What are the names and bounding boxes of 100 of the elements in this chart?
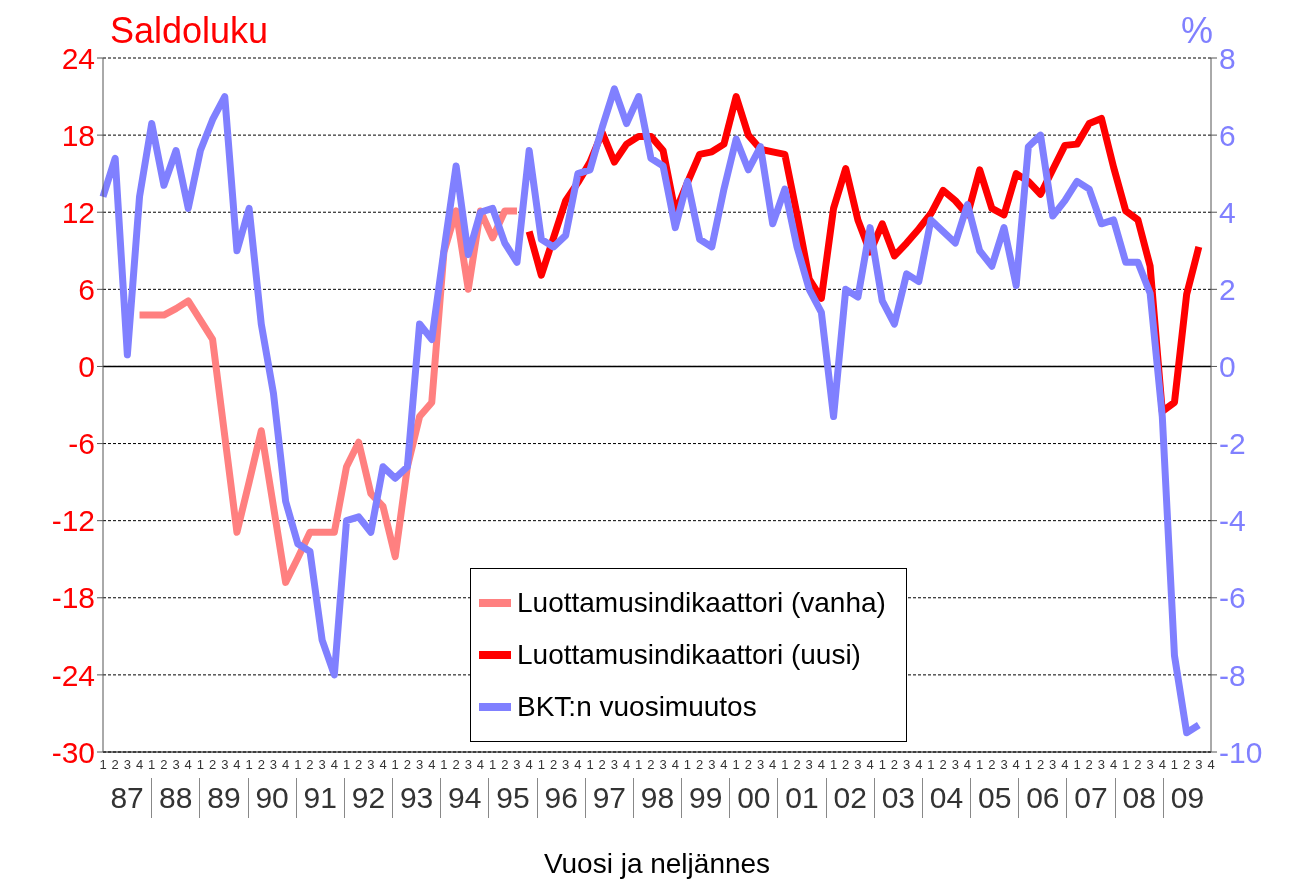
x-tick-label: 4 [769, 757, 777, 773]
text: 05 [970, 778, 1019, 818]
y2-tick-label: 2 [1219, 272, 1236, 306]
text: 91 [295, 778, 344, 818]
x-tick-label: 3 [1146, 757, 1154, 773]
x-tick-label: 1 [1073, 757, 1081, 773]
x-tick-label: 4 [428, 757, 436, 773]
x-tick-label: 1 [781, 757, 789, 773]
x-tick-label: 2 [842, 757, 850, 773]
text: 98 [632, 778, 682, 818]
text: 90 [247, 778, 296, 818]
text: 88 [151, 778, 200, 818]
x-tick-label: 1 [391, 757, 399, 773]
x-tick-label: 4 [574, 757, 582, 773]
x-tick-label: 4 [671, 757, 679, 773]
x-tick-label: 1 [294, 757, 302, 773]
x-tick-label: 1 [148, 757, 156, 773]
x-tick-label: 3 [1049, 757, 1057, 773]
x-tick-label: 3 [464, 757, 472, 773]
x-tick-label: 3 [1097, 757, 1106, 773]
text: 01 [777, 778, 826, 818]
x-tick-label: 3 [756, 757, 765, 773]
x-tick-label: 3 [221, 757, 229, 773]
x-tick-label: 1 [976, 757, 984, 773]
x-tick-label: 3 [562, 757, 570, 773]
y2-tick-label: -6 [1219, 581, 1246, 615]
x-tick-label: 4 [866, 757, 874, 773]
x-tick-label: 1 [537, 757, 545, 773]
x-tick-label: 2 [744, 757, 752, 773]
x-tick-label: 3 [513, 757, 521, 773]
x-tick-label: 3 [708, 757, 716, 773]
x-tick-label: 4 [1061, 757, 1069, 773]
y2-tick-label: 0 [1219, 350, 1236, 384]
y-tick-label: 18 [61, 118, 95, 152]
x-tick-label: 4 [330, 757, 338, 773]
text: 99 [681, 778, 730, 818]
x-tick-label: 4 [379, 757, 387, 773]
y-tick-label: 24 [61, 41, 95, 75]
text: 92 [343, 778, 393, 818]
x-tick-label: 4 [184, 757, 192, 773]
x-axis-title: Vuosi ja neljännes [542, 848, 772, 880]
text: 04 [921, 778, 971, 818]
text: 00 [729, 778, 778, 818]
text: 06 [1018, 778, 1067, 818]
x-tick-label: 1 [683, 757, 692, 773]
x-tick-label: 2 [501, 757, 509, 773]
x-tick-label: 3 [1195, 757, 1203, 773]
y-tick-label: 6 [78, 272, 95, 306]
text: 07 [1066, 778, 1115, 818]
text: 97 [584, 778, 633, 818]
x-tick-label: 3 [805, 757, 813, 773]
y2-tick-label: 8 [1219, 41, 1236, 75]
x-tick-label: 2 [160, 757, 168, 773]
x-tick-label: 1 [927, 757, 935, 773]
x-tick-label: 2 [355, 757, 363, 773]
text: 93 [392, 778, 441, 818]
x-tick-label: 4 [915, 757, 923, 773]
y-tick-label: -24 [51, 658, 95, 692]
x-tick-label: 1 [1024, 757, 1032, 773]
x-tick-label: 3 [854, 757, 862, 773]
x-tick-label: 1 [342, 757, 351, 773]
x-tick-label: 2 [306, 757, 314, 773]
x-tick-label: 2 [1134, 757, 1142, 773]
x-tick-label: 4 [720, 757, 728, 773]
x-tick-label: 2 [793, 757, 801, 773]
x-tick-label: 4 [1012, 757, 1020, 773]
x-tick-label: 2 [403, 757, 412, 773]
x-tick-label: 4 [817, 757, 825, 773]
y-axis-title: Saldoluku [110, 10, 269, 52]
x-tick-label: 1 [829, 757, 838, 773]
y2-tick-label: -4 [1219, 504, 1246, 538]
text: 89 [199, 778, 248, 818]
x-tick-label: 3 [123, 757, 131, 773]
x-tick-label: 2 [939, 757, 947, 773]
y-tick-label: -18 [51, 581, 95, 615]
x-tick-label: 2 [257, 757, 265, 773]
x-tick-label: 4 [1207, 757, 1215, 773]
text: 94 [440, 778, 489, 818]
x-tick-label: 2 [549, 757, 558, 773]
y2-tick-label: -2 [1219, 427, 1246, 461]
x-tick-label: 4 [1158, 757, 1166, 773]
x-tick-label: 3 [172, 757, 180, 773]
x-tick-label: 3 [415, 757, 424, 773]
y2-tick-label: -8 [1219, 658, 1246, 692]
y-tick-label: -6 [68, 427, 95, 461]
x-tick-label: 2 [647, 757, 655, 773]
x-tick-label: 4 [525, 757, 533, 773]
x-tick-label: 3 [659, 757, 667, 773]
legend-label: Luottamusindikaattori (uusi) [517, 638, 861, 672]
x-tick-label: 2 [890, 757, 899, 773]
text: 08 [1114, 778, 1163, 818]
y2-tick-label: -10 [1219, 735, 1263, 769]
x-tick-label: 2 [452, 757, 460, 773]
x-tick-label: 1 [489, 757, 497, 773]
x-tick-label: 1 [245, 757, 253, 773]
text: 95 [488, 778, 537, 818]
x-tick-label: 1 [635, 757, 643, 773]
legend-label: BKT:n vuosimuutos [517, 690, 757, 724]
y-tick-label: 0 [78, 350, 95, 384]
x-tick-label: 3 [367, 757, 375, 773]
